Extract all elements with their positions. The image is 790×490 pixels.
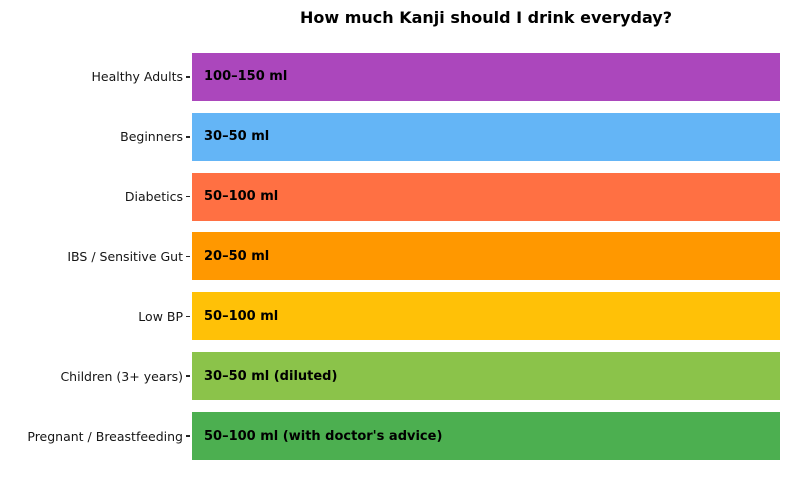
bar-row: Beginners 30–50 ml xyxy=(0,107,780,167)
chart-title: How much Kanji should I drink everyday? xyxy=(299,8,673,27)
bar-row: IBS / Sensitive Gut 20–50 ml xyxy=(0,227,780,287)
bar-rows: Healthy Adults 100–150 ml Beginners 30–50 m… xyxy=(0,47,780,466)
bar-row: Low BP 50–100 ml xyxy=(0,286,780,346)
bar: 30–50 ml (diluted) xyxy=(192,352,780,401)
bar-row: Pregnant / Breastfeeding 50–100 ml (with … xyxy=(0,406,780,466)
bar-value-label: 20–50 ml xyxy=(204,248,270,264)
bar: 50–100 ml xyxy=(192,172,780,221)
y-tick-mark xyxy=(186,135,190,138)
bar-row: Healthy Adults 100–150 ml xyxy=(0,47,780,107)
bar-value-label: 30–50 ml xyxy=(204,129,270,145)
category-label: Pregnant / Breastfeeding xyxy=(27,428,183,444)
y-tick-mark xyxy=(186,375,190,377)
bar: 50–100 ml (with doctor's advice) xyxy=(192,412,780,461)
bar: 20–50 ml xyxy=(192,232,780,281)
bar-row: Diabetics 50–100 ml xyxy=(0,167,780,227)
y-tick-mark xyxy=(186,315,190,318)
bar-value-label: 100–150 ml xyxy=(204,69,288,85)
bar: 30–50 ml xyxy=(192,112,780,161)
bar-value-label: 50–100 ml xyxy=(204,308,279,324)
category-label: Low BP xyxy=(138,308,183,324)
y-tick-mark xyxy=(186,255,190,258)
category-label: IBS / Sensitive Gut xyxy=(67,248,183,264)
y-tick-mark xyxy=(186,195,190,198)
bar-value-label: 50–100 ml xyxy=(204,189,279,205)
bar: 50–100 ml xyxy=(192,292,780,341)
category-label: Children (3+ years) xyxy=(60,368,183,384)
bar-value-label: 30–50 ml (diluted) xyxy=(204,368,338,384)
y-tick-mark xyxy=(186,76,190,78)
category-label: Beginners xyxy=(120,129,183,145)
bar: 100–150 ml xyxy=(192,52,780,101)
bar-value-label: 50–100 ml (with doctor's advice) xyxy=(204,428,443,444)
category-label: Diabetics xyxy=(124,189,183,205)
category-label: Healthy Adults xyxy=(91,69,184,85)
y-tick-mark xyxy=(186,435,190,437)
bar-row: Children (3+ years) 30–50 ml (diluted) xyxy=(0,346,780,406)
